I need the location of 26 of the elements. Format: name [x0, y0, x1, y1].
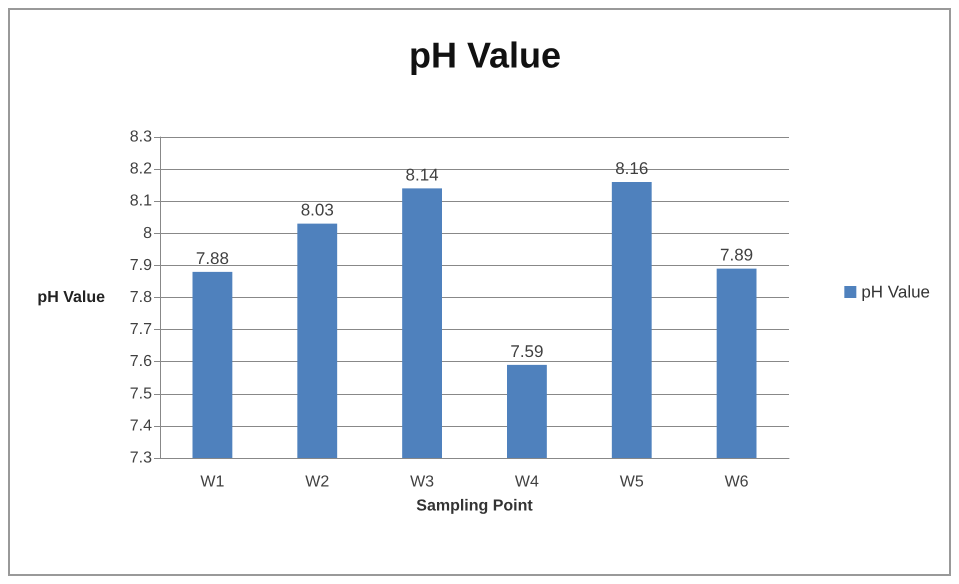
data-label: 7.59 — [510, 342, 544, 361]
x-axis-title: Sampling Point — [416, 498, 534, 514]
x-tick-label: W5 — [620, 474, 644, 490]
y-tick-label: 7.4 — [130, 417, 152, 434]
chart-title: pH Value — [408, 34, 562, 76]
y-axis-title: pH Value — [37, 289, 106, 306]
data-label: 8.03 — [300, 200, 334, 220]
x-tick-label: W6 — [724, 474, 749, 490]
y-tick-label: 7.6 — [130, 353, 152, 370]
y-tick-label: 8.2 — [130, 160, 152, 178]
x-tick-label: W2 — [305, 474, 330, 490]
y-tick-label: 7.5 — [130, 385, 152, 402]
x-tick-label: W1 — [200, 474, 225, 490]
y-tick-label: 8.1 — [130, 192, 152, 210]
y-tick-label: 7.8 — [130, 289, 152, 306]
data-label: 7.89 — [720, 246, 754, 265]
y-tick-label: 7.7 — [130, 321, 152, 338]
y-tick-label: 8 — [143, 224, 152, 242]
x-tick-label: W4 — [514, 474, 540, 490]
legend-label: pH Value — [861, 282, 930, 302]
y-tick-label: 8.3 — [130, 128, 152, 146]
y-tick-label: 7.9 — [130, 256, 152, 274]
data-label: 7.88 — [196, 248, 229, 268]
x-tick-label: W3 — [410, 474, 434, 490]
y-tick-label: 7.3 — [130, 450, 152, 466]
data-label: 8.14 — [406, 165, 439, 184]
